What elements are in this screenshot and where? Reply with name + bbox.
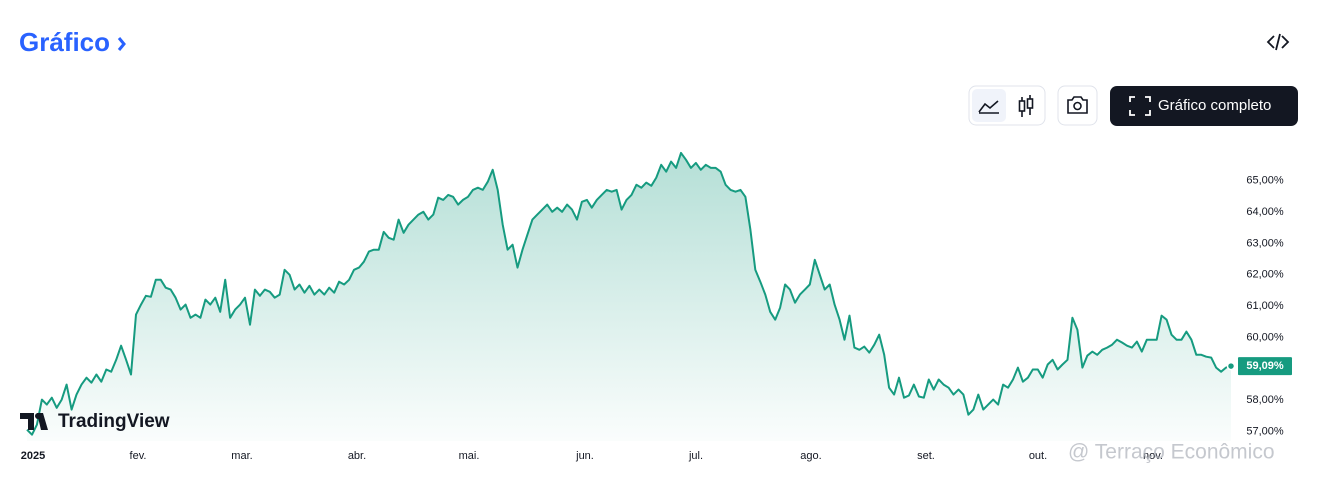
y-tick-label: 65,00% <box>1246 175 1284 187</box>
y-tick-label: 62,00% <box>1246 269 1284 281</box>
candle-style-button[interactable] <box>1018 95 1034 117</box>
line <box>26 151 1232 436</box>
y-tick-label: 64,00% <box>1246 206 1284 218</box>
price-label-box <box>1238 357 1292 376</box>
y-tick-label: 58,00% <box>1246 394 1284 406</box>
camera-icon <box>1067 96 1088 114</box>
snapshot-button[interactable] <box>1057 85 1098 126</box>
x-tick-label: mar. <box>231 450 252 462</box>
x-tick-label: 2025 <box>21 450 45 462</box>
title-chevron[interactable] <box>117 37 126 51</box>
y-tick-label: 60,00% <box>1246 331 1284 343</box>
y-tick-label: 63,00% <box>1246 237 1284 249</box>
y-tick-label: 61,00% <box>1246 300 1284 312</box>
x-tick-label: abr. <box>348 450 366 462</box>
x-tick-label: fev. <box>130 450 147 462</box>
embed-icon[interactable] <box>1266 33 1290 51</box>
tradingview-logo: TradingView <box>20 411 170 432</box>
area-fill <box>27 152 1231 441</box>
full-chart-button[interactable] <box>1110 86 1298 126</box>
brand-watermark: TradingView <box>58 411 170 432</box>
full-chart-label[interactable]: Gráfico completo <box>1158 97 1271 114</box>
x-tick-label: out. <box>1029 450 1047 462</box>
page-title[interactable]: Gráfico <box>19 27 110 57</box>
x-tick-label: jul. <box>688 450 703 462</box>
price-label: 59,09% <box>1246 360 1284 372</box>
x-tick-label: nov. <box>1143 450 1163 462</box>
last-point <box>1226 361 1236 371</box>
area-style-button[interactable] <box>972 89 1006 122</box>
area-icon <box>978 100 999 114</box>
x-tick-label: ago. <box>800 450 821 462</box>
y-tick-label: 57,00% <box>1246 426 1284 438</box>
x-tick-label: jun. <box>575 450 594 462</box>
source-watermark: @ Terraço Econômico <box>1068 441 1275 464</box>
plot-area: 57,00%58,00%59,00%60,00%61,00%62,00%63,0… <box>21 151 1292 462</box>
x-tick-label: set. <box>917 450 935 462</box>
fullscreen-icon <box>1129 96 1151 116</box>
x-tick-label: mai. <box>459 450 480 462</box>
